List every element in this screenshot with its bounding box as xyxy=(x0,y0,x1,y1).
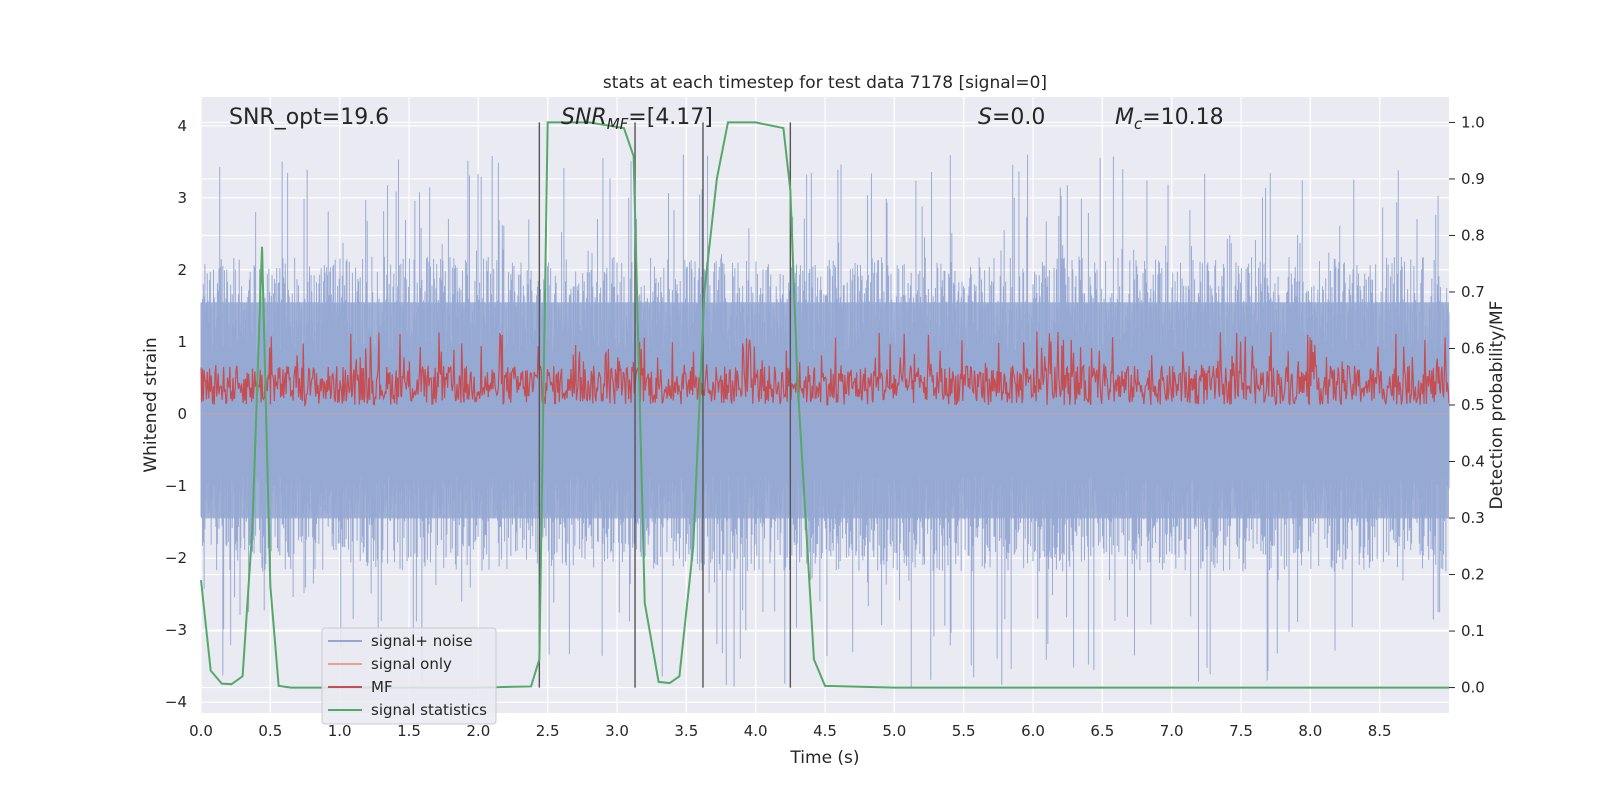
annotation-snr-mf: SNRMF=[4.17] xyxy=(561,105,713,133)
y-tick-label-left: 1 xyxy=(177,333,187,351)
legend-label-signal-noise: signal+ noise xyxy=(371,632,473,650)
y-tick-label-left: 3 xyxy=(177,189,187,207)
series-signal-noise-core xyxy=(201,302,1449,519)
y-tick-label-right: 0.4 xyxy=(1461,453,1485,471)
y-tick-label-right: 0.0 xyxy=(1461,679,1485,697)
x-tick-label: 8.0 xyxy=(1298,722,1322,740)
y-tick-label-right: 1.0 xyxy=(1461,113,1485,131)
ticks: 0.0 0.5 1.0 1.5 2.0 2.5 3.0 3.5 4.0 4.5 5.0 5.5 6.0 6… xyxy=(165,113,1485,740)
y-tick-label-right: 0.8 xyxy=(1461,226,1485,244)
x-tick-label: 6.5 xyxy=(1090,722,1114,740)
x-tick-label: 2.5 xyxy=(536,722,560,740)
legend-label-signal-only: signal only xyxy=(371,655,452,673)
x-tick-label: 1.0 xyxy=(328,722,352,740)
y-axis-title-right: Detection probability/MF xyxy=(1487,301,1507,510)
series-signal-statistics xyxy=(200,121,1449,689)
y-tick-label-right: 0.3 xyxy=(1461,509,1485,527)
annotation-snr-opt: SNR_opt=19.6 xyxy=(229,105,389,130)
y-tick-label-left: −4 xyxy=(165,693,187,711)
y-tick-label-left: 0 xyxy=(177,405,187,423)
y-tick-label-left: −1 xyxy=(165,477,187,495)
legend-label-mf: MF xyxy=(371,678,393,696)
x-tick-label: 2.0 xyxy=(466,722,490,740)
y-tick-label-left: −3 xyxy=(165,621,187,639)
x-tick-label: 7.5 xyxy=(1229,722,1253,740)
x-tick-label: 5.0 xyxy=(882,722,906,740)
x-tick-label: 8.5 xyxy=(1368,722,1392,740)
legend: signal+ noise signal only MF signal stat… xyxy=(321,627,497,725)
x-tick-label: 6.0 xyxy=(1021,722,1045,740)
y-tick-label-right: 0.2 xyxy=(1461,566,1485,584)
y-tick-label-left: 4 xyxy=(177,117,187,135)
legend-label-signal-statistics: signal statistics xyxy=(371,701,487,719)
series-mf xyxy=(200,331,1450,408)
x-tick-label: 1.5 xyxy=(397,722,421,740)
series-layer xyxy=(200,121,1450,689)
annotation-mc: Mc=10.18 xyxy=(1115,105,1224,133)
legend-box xyxy=(321,627,497,725)
x-tick-label: 3.5 xyxy=(674,722,698,740)
x-tick-label: 3.0 xyxy=(605,722,629,740)
y-axis-title-left: Whitened strain xyxy=(141,337,161,472)
y-tick-label-right: 0.7 xyxy=(1461,283,1485,301)
x-tick-label: 0.0 xyxy=(189,722,213,740)
annotation-s: S=0.0 xyxy=(978,105,1045,130)
x-tick-label: 5.5 xyxy=(952,722,976,740)
y-tick-label-left: −2 xyxy=(165,549,187,567)
x-tick-label: 0.5 xyxy=(258,722,282,740)
y-tick-label-right: 0.1 xyxy=(1461,622,1485,640)
y-tick-label-left: 2 xyxy=(177,261,187,279)
y-tick-label-right: 0.5 xyxy=(1461,396,1485,414)
x-axis-title: Time (s) xyxy=(789,748,859,768)
x-tick-label: 4.5 xyxy=(813,722,837,740)
y-tick-label-right: 0.9 xyxy=(1461,170,1485,188)
chart-title: stats at each timestep for test data 717… xyxy=(603,73,1047,93)
x-tick-label: 7.0 xyxy=(1160,722,1184,740)
x-tick-label: 4.0 xyxy=(744,722,768,740)
y-tick-label-right: 0.6 xyxy=(1461,339,1485,357)
